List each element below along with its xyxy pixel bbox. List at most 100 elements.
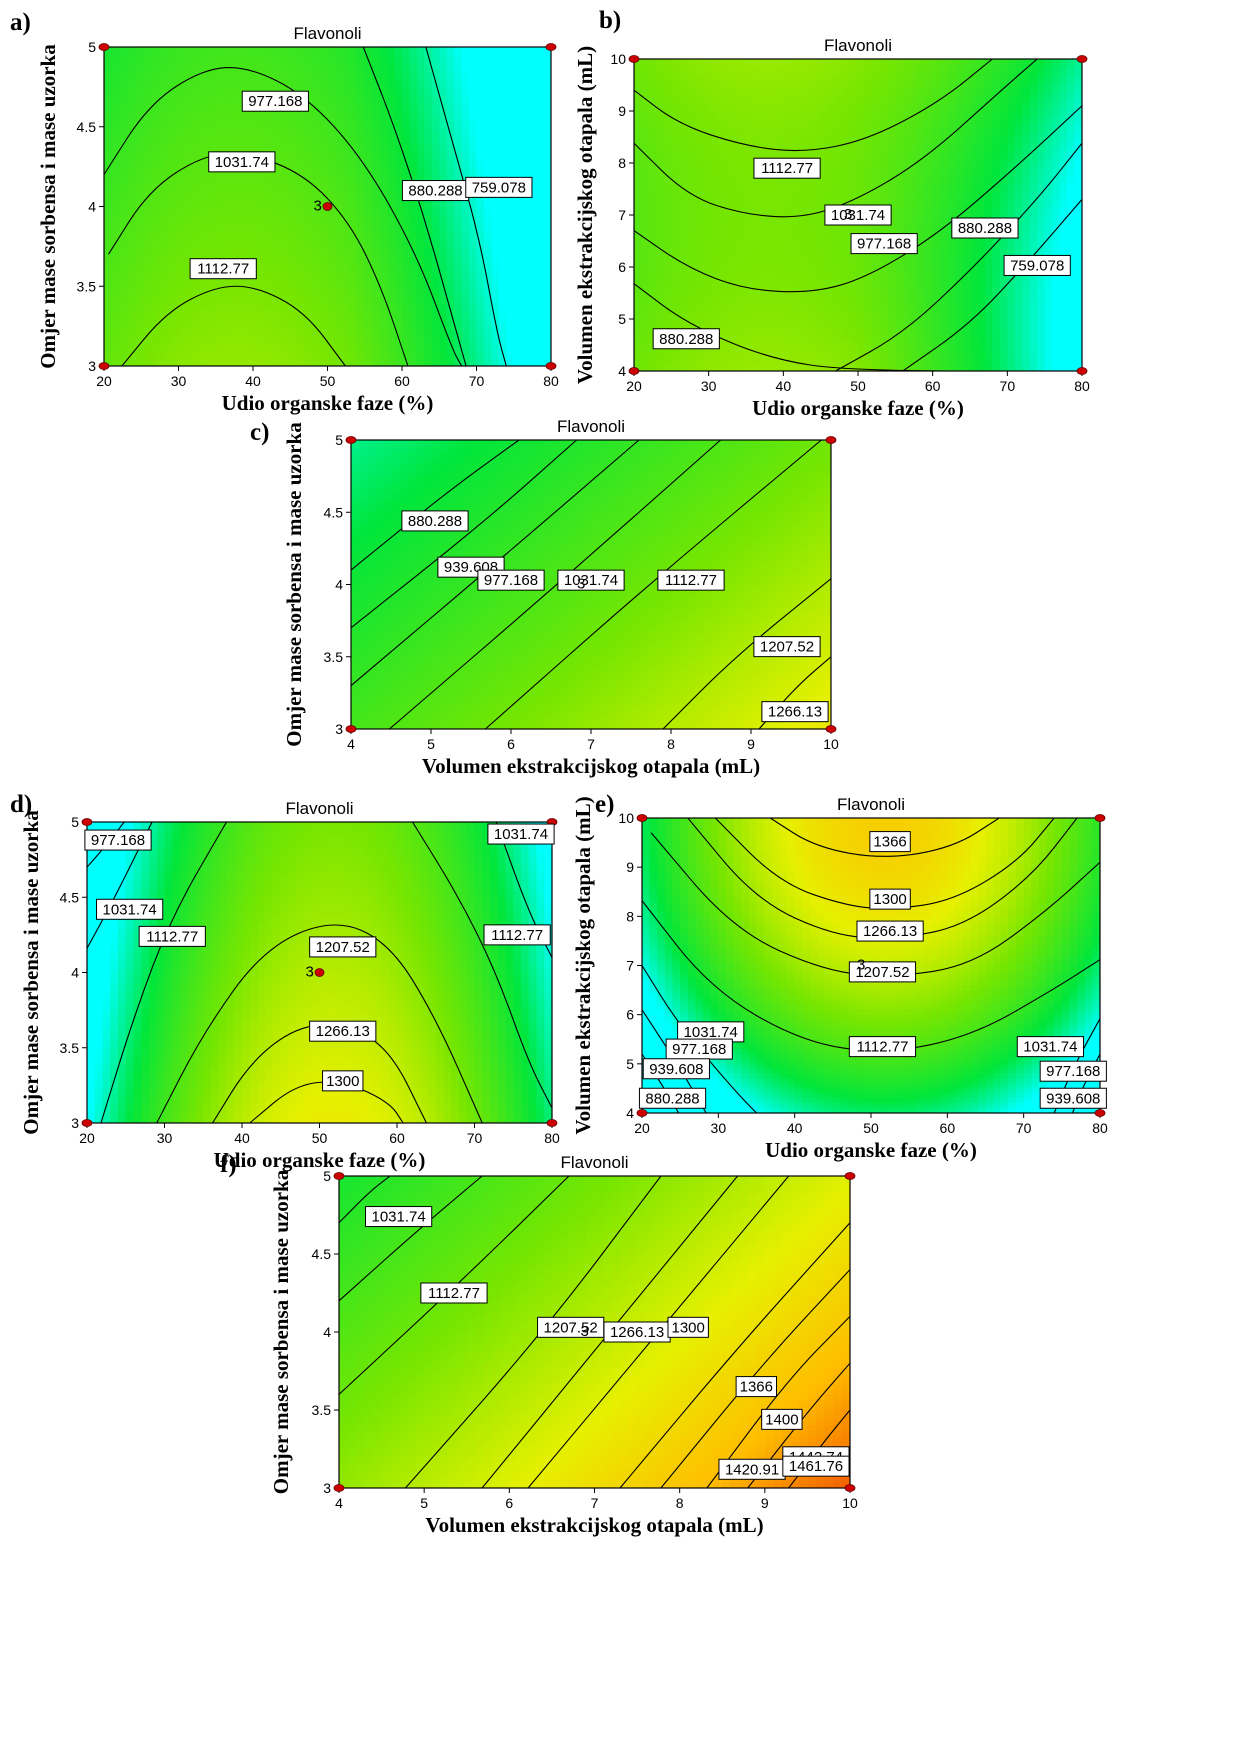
x-axis-label: Udio organske faze (%) xyxy=(214,1148,426,1172)
panel-c: 4 5 6 7 8 9 10 3 3.5 4 4.5 5 Flavonoli c) Volumen ekst… xyxy=(250,417,839,778)
design-point xyxy=(333,1172,345,1180)
contour-line xyxy=(389,440,721,729)
design-point xyxy=(825,725,837,733)
contour-label: 759.078 xyxy=(472,179,526,196)
y-tick-label: 5 xyxy=(618,311,626,327)
x-tick-label: 10 xyxy=(842,1495,858,1511)
center-point xyxy=(314,968,325,977)
x-tick-label: 9 xyxy=(761,1495,769,1511)
y-tick-label: 4 xyxy=(335,577,343,593)
contour-line xyxy=(769,818,1000,857)
y-tick-label: 8 xyxy=(626,908,634,924)
contour-label-box xyxy=(401,510,469,532)
panel-e: 20 30 40 50 60 70 80 4 5 6 7 8 9 10 Flavonoli e) Udio or… xyxy=(571,791,1108,1162)
x-tick-label: 20 xyxy=(96,373,112,389)
contour-label: 1112.77 xyxy=(761,160,813,177)
contour-label: 1266.13 xyxy=(863,923,917,940)
contour-line xyxy=(425,47,507,366)
contour-line xyxy=(87,822,153,949)
contour-label: 1031.74 xyxy=(494,826,548,843)
y-tick-label: 4 xyxy=(626,1105,634,1121)
y-tick-label: 4.5 xyxy=(312,1246,332,1262)
contour-label-box xyxy=(420,1282,488,1304)
y-axis-label: Volumen ekstrakcijskog otapala (mL) xyxy=(571,796,595,1134)
design-point xyxy=(844,1484,856,1492)
contour-fill xyxy=(634,59,1082,371)
contour-label-box xyxy=(856,920,924,942)
contour-label: 1300 xyxy=(326,1073,359,1090)
contour-label: 880.288 xyxy=(408,513,462,530)
contour-line xyxy=(634,105,1082,293)
y-tick-label: 9 xyxy=(626,859,634,875)
x-tick-label: 40 xyxy=(234,1130,250,1146)
contour-label: 1031.74 xyxy=(215,154,269,171)
y-tick-label: 3.5 xyxy=(60,1040,80,1056)
contour-label-box xyxy=(951,217,1019,239)
x-tick-label: 20 xyxy=(626,378,642,394)
contour-line xyxy=(706,1316,850,1488)
panel-title: Flavonoli xyxy=(837,795,905,814)
y-tick-label: 9 xyxy=(618,103,626,119)
contour-label: 759.078 xyxy=(1010,257,1064,274)
x-tick-label: 40 xyxy=(787,1120,803,1136)
contour-line xyxy=(104,67,463,366)
panel-d: 20 30 40 50 60 70 80 3 3.5 4 4.5 5 Flavonoli d) Udio o… xyxy=(10,791,560,1172)
design-point xyxy=(636,814,648,822)
contour-label-box xyxy=(1003,254,1071,276)
contour-label: 977.168 xyxy=(672,1041,726,1058)
contour-label: 1031.74 xyxy=(1023,1039,1077,1056)
y-tick-label: 7 xyxy=(626,958,634,974)
contour-label-box xyxy=(824,204,892,226)
y-tick-label: 10 xyxy=(618,810,634,826)
contour-label: 880.288 xyxy=(645,1090,699,1107)
y-tick-label: 5 xyxy=(71,814,79,830)
y-tick-label: 3 xyxy=(323,1480,331,1496)
x-tick-label: 30 xyxy=(157,1130,173,1146)
contour-label: 939.608 xyxy=(1046,1090,1100,1107)
y-tick-label: 3 xyxy=(88,358,96,374)
y-tick-label: 5 xyxy=(323,1168,331,1184)
x-tick-label: 4 xyxy=(335,1495,343,1511)
y-tick-label: 3.5 xyxy=(324,649,344,665)
center-replicate-count: 3 xyxy=(577,576,585,593)
panel-a: 20 30 40 50 60 70 80 3 3.5 4 4.5 5 Flavonoli a) Udio o… xyxy=(10,9,559,415)
contour-label: 1031.74 xyxy=(684,1024,738,1041)
contour-line xyxy=(485,440,822,729)
y-axis-label: Volumen ekstrakcijskog otapala (mL) xyxy=(573,46,597,384)
design-point xyxy=(81,818,93,826)
y-tick-label: 8 xyxy=(618,155,626,171)
contour-line xyxy=(619,1222,850,1488)
x-tick-label: 60 xyxy=(940,1120,956,1136)
contour-lines xyxy=(634,59,1082,371)
x-tick-label: 50 xyxy=(312,1130,328,1146)
contour-label-box xyxy=(465,176,533,198)
contour-label-box xyxy=(1039,1087,1107,1109)
y-tick-label: 4.5 xyxy=(60,889,80,905)
contour-label: 880.288 xyxy=(958,220,1012,237)
contour-line xyxy=(339,1176,391,1224)
x-axis-label: Volumen ekstrakcijskog otapala (mL) xyxy=(425,1513,763,1537)
x-tick-label: 6 xyxy=(507,736,515,752)
contour-label-box xyxy=(557,569,625,591)
x-tick-label: 8 xyxy=(667,736,675,752)
x-tick-label: 4 xyxy=(347,736,355,752)
contour-label-box xyxy=(241,90,309,112)
x-tick-label: 30 xyxy=(711,1120,727,1136)
contour-label-box xyxy=(84,829,152,851)
panel-b: 20 30 40 50 60 70 80 4 5 6 7 8 9 10 Flavonoli b) Udio or… xyxy=(573,7,1090,420)
x-tick-label: 60 xyxy=(925,378,941,394)
x-axis-label: Udio organske faze (%) xyxy=(765,1138,977,1162)
contour-line xyxy=(747,1362,850,1488)
y-tick-label: 5 xyxy=(335,432,343,448)
contour-label: 1366 xyxy=(873,834,906,851)
contour-line xyxy=(660,1269,850,1488)
x-tick-label: 40 xyxy=(245,373,261,389)
x-tick-label: 7 xyxy=(587,736,595,752)
x-tick-label: 5 xyxy=(427,736,435,752)
x-tick-label: 30 xyxy=(171,373,187,389)
y-tick-label: 3 xyxy=(335,721,343,737)
design-point xyxy=(545,362,557,370)
contour-label: 1207.52 xyxy=(316,939,370,956)
contour-label: 1207.52 xyxy=(544,1319,598,1336)
